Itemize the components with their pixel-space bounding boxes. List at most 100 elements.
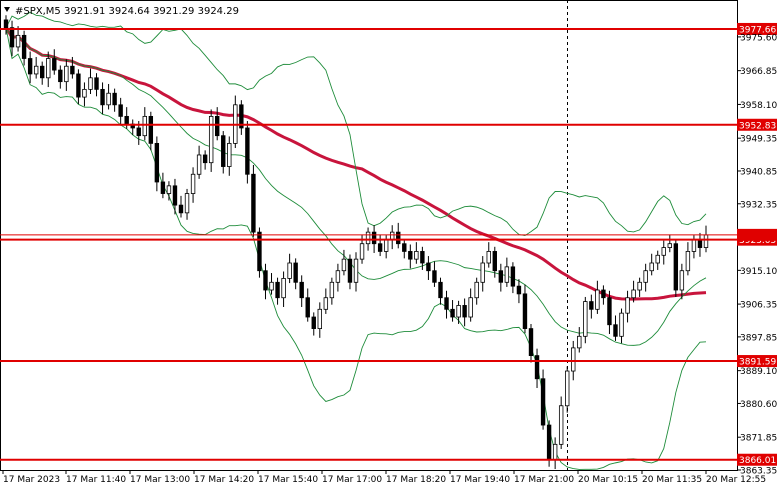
candle	[106, 83, 111, 110]
candle-body	[667, 243, 672, 248]
y-tick-label: 3966.85	[740, 67, 777, 77]
candle-body	[438, 281, 443, 299]
y-tick-label: 3889.10	[740, 367, 777, 377]
candle-body	[329, 281, 335, 299]
candle-body	[359, 243, 365, 260]
candle-body	[661, 247, 666, 256]
candle-body	[88, 77, 93, 90]
candle	[178, 195, 184, 218]
candle-body	[263, 270, 268, 291]
candle	[486, 242, 491, 268]
candle	[402, 239, 407, 259]
candle	[353, 252, 359, 292]
candle	[637, 277, 642, 297]
candle-body	[317, 308, 322, 329]
candle-body	[468, 297, 473, 318]
bollinger-lower	[5, 27, 707, 470]
candle	[661, 240, 666, 265]
candle-body	[685, 251, 691, 272]
candle-body	[486, 251, 491, 264]
header-layer: #SPX,M5 3921.91 3924.64 3921.29 3924.29	[4, 6, 239, 17]
candle	[154, 136, 160, 192]
candle	[15, 26, 21, 52]
candle	[673, 239, 679, 297]
candle	[426, 256, 431, 280]
candle-body	[142, 115, 147, 137]
candle	[335, 263, 341, 292]
candle-body	[172, 185, 178, 206]
candle-body	[64, 65, 69, 83]
candle	[94, 73, 99, 97]
candle-body	[160, 181, 166, 194]
candle-body	[257, 231, 262, 272]
candle-body	[697, 239, 703, 248]
candle	[438, 277, 443, 305]
candle	[649, 253, 654, 276]
x-tick-label: 17 Mar 14:20	[194, 475, 254, 485]
candle	[595, 280, 600, 314]
candle-body	[70, 65, 75, 75]
candle	[130, 119, 135, 135]
candle	[166, 181, 172, 201]
candle-body	[305, 297, 310, 318]
candle	[202, 150, 208, 170]
x-tick-label: 17 Mar 13:00	[130, 475, 190, 485]
candle-body	[589, 301, 594, 310]
candle	[408, 244, 413, 269]
candle-body	[371, 231, 377, 245]
candle-body	[21, 34, 27, 59]
candle-body	[643, 270, 648, 283]
candle-body	[136, 127, 141, 137]
dropdown-triangle-icon[interactable]	[4, 7, 10, 12]
candle-body	[239, 104, 244, 129]
candle-body	[190, 173, 196, 194]
candle	[233, 95, 238, 149]
candle	[269, 273, 274, 295]
candle	[619, 308, 624, 344]
candle-body	[558, 405, 564, 445]
price-level-box	[737, 22, 777, 35]
candle-body	[76, 73, 81, 98]
x-tick-label: 17 Mar 18:20	[386, 475, 446, 485]
price-level-label: 3866.01	[739, 456, 776, 466]
candle	[558, 396, 564, 449]
candle-body	[166, 185, 172, 194]
candle-body	[9, 27, 15, 48]
candle-body	[221, 135, 226, 167]
candle-body	[534, 355, 540, 380]
candle-body	[377, 243, 383, 252]
candle-body	[383, 239, 389, 252]
candle-body	[353, 258, 359, 283]
candle-body	[432, 270, 437, 283]
candle	[492, 246, 497, 278]
x-tick-label: 17 Mar 21:00	[514, 475, 574, 485]
bollinger-middle	[5, 27, 707, 346]
candle	[275, 277, 280, 305]
candle-body	[595, 289, 600, 310]
candle-body	[426, 262, 431, 272]
candle	[245, 121, 250, 184]
candle	[293, 258, 298, 290]
candle-body	[178, 204, 184, 214]
price-level-label: 3891.59	[739, 358, 776, 368]
candle-body	[82, 88, 87, 98]
candle-body	[396, 231, 401, 245]
candle	[160, 172, 166, 199]
candle	[52, 49, 57, 75]
candle-body	[124, 115, 129, 125]
candle	[468, 288, 473, 322]
candle	[9, 20, 15, 57]
candle-body	[215, 115, 220, 137]
candle-body	[516, 285, 522, 295]
candles-layer	[3, 15, 709, 470]
price-level: 3952.83	[0, 118, 777, 131]
candle	[100, 82, 105, 115]
candle-body	[299, 281, 304, 299]
candle	[522, 284, 528, 334]
candle	[420, 246, 425, 270]
candle	[239, 100, 244, 135]
candle-body	[202, 154, 208, 164]
candle	[329, 277, 335, 305]
